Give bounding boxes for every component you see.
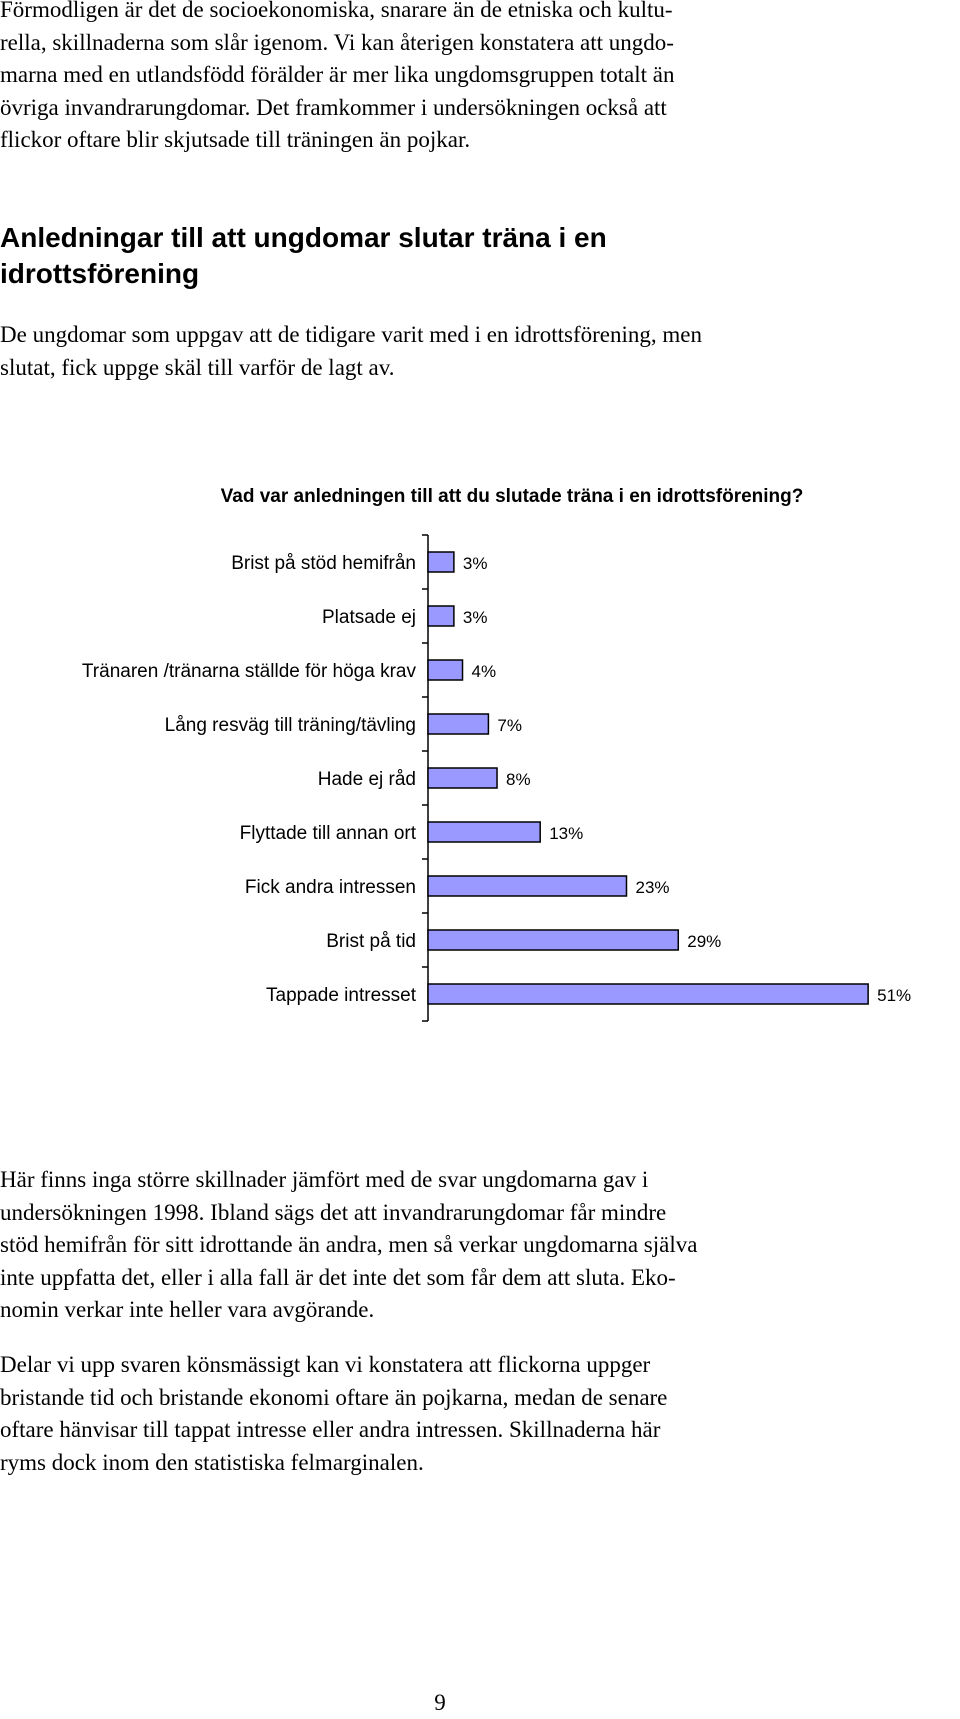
bar-chart: Vad var anledningen till att du slutade …: [82, 486, 911, 1022]
category-label: Tränaren /tränarna ställde för höga krav: [82, 661, 417, 682]
chart-marks: Brist på stöd hemifrån 3% Platsade ej 3% Trä…: [82, 534, 911, 1022]
value-label: 29%: [687, 932, 721, 951]
bar: [427, 821, 541, 843]
value-label: 4%: [472, 662, 497, 681]
after-chart-paragraph-2: Delar vi upp svaren könsmässigt kan vi k…: [0, 1352, 668, 1475]
bar: [427, 983, 869, 1005]
bar: [427, 929, 680, 951]
bar: [427, 605, 455, 627]
value-label: 23%: [635, 878, 669, 897]
value-label: 8%: [506, 770, 531, 789]
after-chart-paragraph-1: Här finns inga större skillnader jämfört…: [0, 1167, 698, 1322]
intro-paragraph: Förmodligen är det de socioekonomiska, s…: [0, 0, 675, 152]
value-label: 3%: [463, 608, 488, 627]
value-label: 13%: [549, 824, 583, 843]
bar: [427, 551, 455, 573]
value-label: 51%: [877, 986, 911, 1005]
category-label: Hade ej råd: [318, 769, 416, 790]
category-label: Brist på tid: [326, 931, 416, 952]
section-intro-paragraph: De ungdomar som uppgav att de tidigare v…: [0, 322, 702, 380]
category-label: Platsade ej: [322, 607, 416, 628]
bar: [427, 767, 498, 789]
category-label: Flyttade till annan ort: [240, 823, 417, 844]
bar: [427, 713, 490, 735]
category-label: Tappade intresset: [266, 985, 417, 1006]
bar: [427, 875, 628, 897]
chart-title: Vad var anledningen till att du slutade …: [221, 486, 804, 507]
bar: [427, 659, 464, 681]
section-heading: Anledningar till att ungdomar slutar trä…: [0, 222, 607, 289]
category-label: Brist på stöd hemifrån: [231, 553, 416, 574]
category-label: Fick andra intressen: [245, 877, 416, 898]
page-number: 9: [434, 1690, 446, 1715]
value-label: 3%: [463, 554, 488, 573]
category-label: Lång resväg till träning/tävling: [165, 715, 416, 736]
value-label: 7%: [497, 716, 522, 735]
